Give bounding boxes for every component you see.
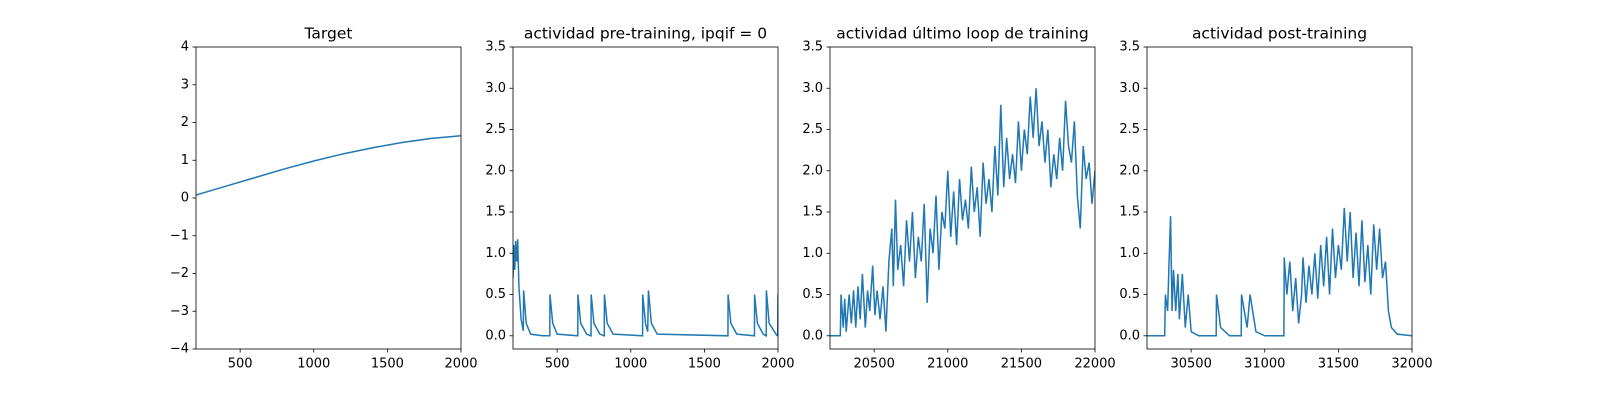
x-tick-label: 500	[228, 357, 253, 372]
y-tick-label: 1	[181, 153, 189, 168]
y-tick-label: 2.5	[1119, 122, 1140, 137]
x-tick-label: 2000	[444, 357, 477, 372]
y-tick-label: 2.5	[802, 122, 823, 137]
subplot: Target −4 −3 −2 −1 0 1 2 3 4 500 1000 1500 2000	[170, 25, 478, 372]
subplot-title: Target	[304, 25, 353, 43]
x-tick-label: 21500	[1001, 357, 1042, 372]
y-tick-label: 1.0	[802, 246, 823, 261]
plot-area	[1147, 207, 1412, 337]
y-tick-label: 3.5	[802, 40, 823, 55]
y-tick-label: −3	[170, 304, 189, 319]
y-tick-label: 0	[181, 191, 189, 206]
subplot-title: actividad último loop de training	[836, 25, 1088, 43]
axes-frame	[1146, 46, 1413, 350]
x-tick-label: 500	[545, 357, 570, 372]
x-tick-label: 32000	[1391, 357, 1432, 372]
subplot: actividad último loop de training 0.0 0.5 1…	[802, 25, 1115, 372]
x-tick-label: 1500	[371, 357, 404, 372]
y-tick-label: 2.0	[1119, 163, 1140, 178]
y-tick-label: 4	[181, 40, 189, 55]
y-tick-label: 1.5	[802, 205, 823, 220]
axes-frame	[195, 46, 462, 350]
y-tick-label: −1	[170, 228, 189, 243]
x-tick-label: 1000	[614, 357, 647, 372]
plot-area	[196, 134, 461, 196]
y-tick-label: 2.0	[485, 163, 506, 178]
y-tick-label: 0.5	[802, 287, 823, 302]
y-tick-label: 3	[181, 77, 189, 92]
y-tick-label: 1.0	[1119, 246, 1140, 261]
x-tick-label: 1000	[297, 357, 330, 372]
line-series	[513, 239, 778, 338]
subplot-title: actividad pre-training, ipqif = 0	[524, 25, 767, 43]
y-tick-label: 0.0	[802, 328, 823, 343]
y-tick-label: 3.5	[1119, 40, 1140, 55]
x-tick-label: 31000	[1244, 357, 1285, 372]
y-tick-label: 3.0	[802, 81, 823, 96]
y-tick-label: 2	[181, 115, 189, 130]
y-tick-label: 0.0	[1119, 328, 1140, 343]
y-tick-label: −4	[170, 342, 189, 357]
y-tick-label: 0.5	[485, 287, 506, 302]
subplot: actividad pre-training, ipqif = 0 0.0 0.5 1…	[485, 25, 794, 372]
y-tick-label: −2	[170, 266, 189, 281]
line-series	[196, 134, 461, 196]
y-tick-label: 1.5	[485, 205, 506, 220]
y-tick-label: 0.0	[485, 328, 506, 343]
y-tick-label: 1.5	[1119, 205, 1140, 220]
y-tick-label: 2.0	[802, 163, 823, 178]
x-tick-label: 20500	[853, 357, 894, 372]
subplot: actividad post-training 0.0 0.5 1.0 1.5 2.0 2.…	[1119, 25, 1432, 372]
line-series	[830, 88, 1095, 337]
axes-frame	[829, 46, 1096, 350]
x-tick-label: 21000	[927, 357, 968, 372]
plot-area	[830, 88, 1095, 337]
x-tick-label: 1500	[688, 357, 721, 372]
y-tick-label: 3.5	[485, 40, 506, 55]
y-tick-label: 1.0	[485, 246, 506, 261]
x-tick-label: 30500	[1170, 357, 1211, 372]
y-tick-label: 3.0	[1119, 81, 1140, 96]
y-tick-label: 3.0	[485, 81, 506, 96]
subplot-title: actividad post-training	[1192, 25, 1367, 43]
y-tick-label: 2.5	[485, 122, 506, 137]
plot-area	[513, 239, 778, 338]
x-tick-label: 22000	[1074, 357, 1115, 372]
y-tick-label: 0.5	[1119, 287, 1140, 302]
axes-frame	[512, 46, 779, 350]
x-tick-label: 2000	[761, 357, 794, 372]
x-tick-label: 31500	[1318, 357, 1359, 372]
line-series	[1147, 207, 1412, 337]
